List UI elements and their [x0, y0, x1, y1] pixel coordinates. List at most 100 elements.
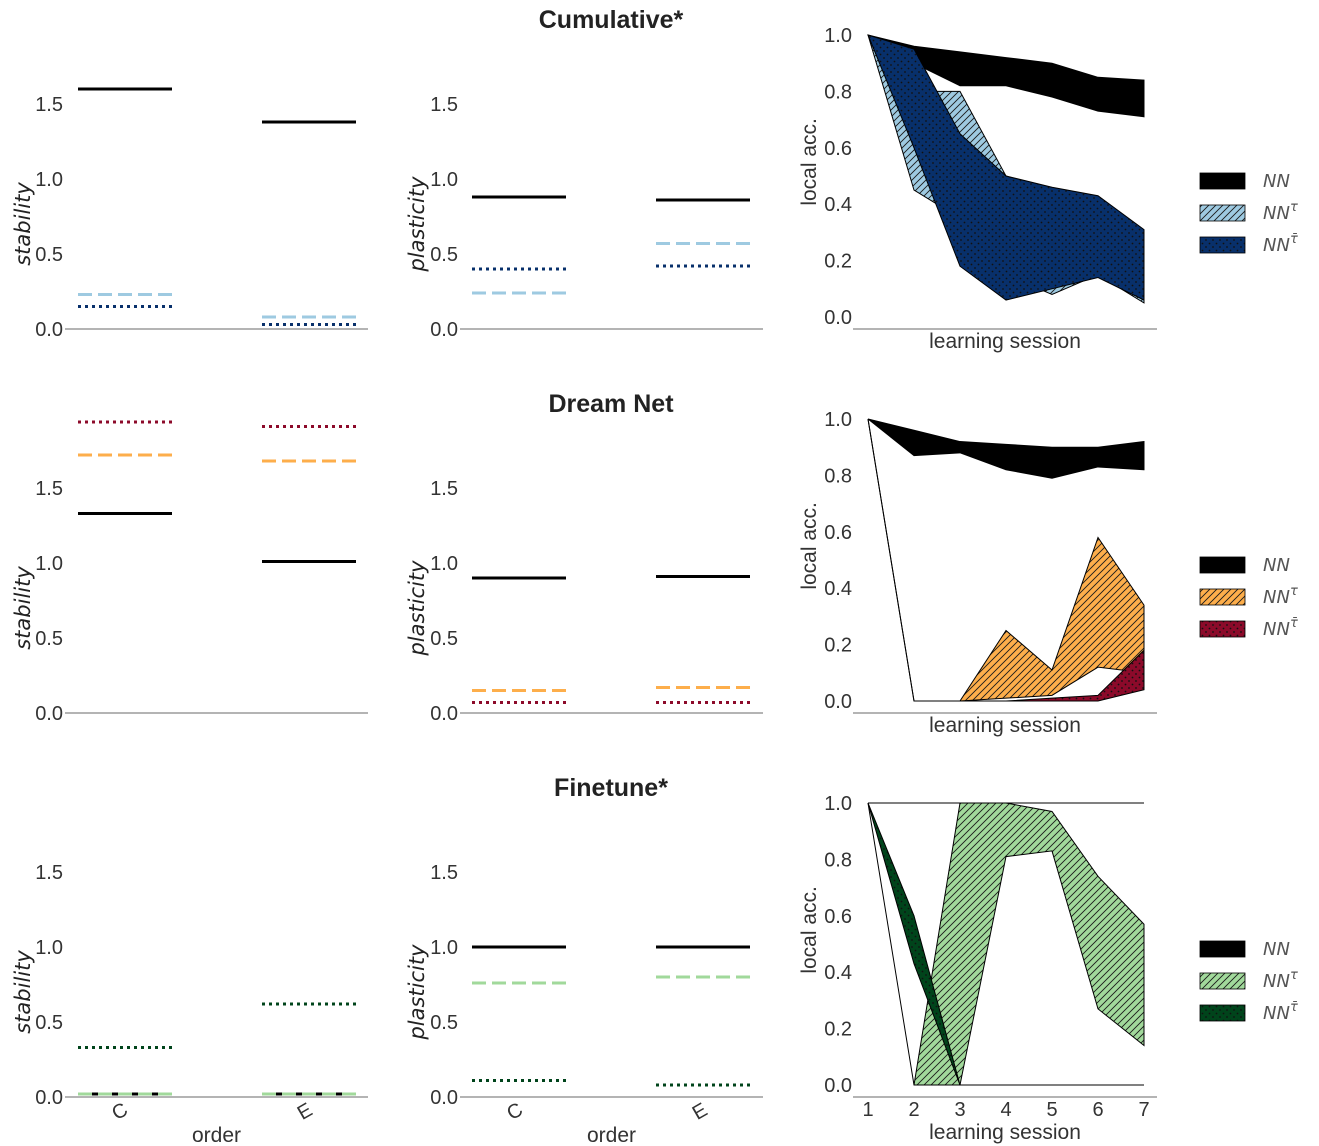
legend-row-1: NN NNτ NNτ̄ [1199, 555, 1298, 640]
y-tick-label: 1.0 [35, 553, 63, 575]
y-tick-label: 0.4 [824, 962, 852, 984]
legend-label: NN [1263, 171, 1290, 192]
legend-row-0: NN NNτ NNτ̄ [1199, 171, 1298, 256]
legend-swatch [1199, 172, 1246, 190]
y-tick-label: 1.0 [824, 793, 852, 815]
legend-label: NNτ [1263, 584, 1298, 608]
y-tick-label: 1.0 [430, 553, 458, 575]
y-tick-label: 1.0 [430, 937, 458, 959]
y-tick-label: 1.0 [824, 409, 852, 431]
legend-swatch [1199, 204, 1246, 222]
legend-label: NNτ [1263, 200, 1298, 224]
x-axis-label: learning session [929, 1121, 1081, 1144]
chart-panel-0-plasticity: 0.0 0.5 1.0 1.5 plasticity [405, 94, 763, 341]
x-tick-label: 2 [908, 1099, 919, 1121]
y-tick-label: 1.5 [35, 478, 63, 500]
y-tick-label: 0.8 [824, 81, 852, 103]
legend-row-2: NN NNτ NNτ̄ [1199, 939, 1298, 1024]
y-tick-label: 0.0 [35, 1087, 63, 1109]
x-tick-label: E [689, 1099, 712, 1125]
legend-swatch [1199, 588, 1246, 606]
x-tick-label: 4 [1000, 1099, 1011, 1121]
legend-label: NN [1263, 555, 1290, 576]
legend-label: NNτ̄ [1263, 1000, 1298, 1024]
y-tick-label: 0.0 [430, 703, 458, 725]
y-tick-label: 0.0 [824, 307, 852, 329]
y-tick-label: 0.6 [824, 138, 852, 160]
y-tick-label: 0.5 [35, 244, 63, 266]
chart-panel-0-local-accuracy: Cumulative* 0.0 0.2 0.4 0.6 0.8 1.0 local acc. l… [539, 6, 1157, 353]
series-band-NN [867, 802, 1144, 1086]
y-tick-label: 0.0 [430, 319, 458, 341]
row-title: Cumulative* [539, 6, 684, 34]
y-tick-label: 1.0 [430, 169, 458, 191]
y-tick-label: 0.4 [824, 194, 852, 216]
y-tick-label: 1.5 [430, 478, 458, 500]
x-tick-label: 6 [1092, 1099, 1103, 1121]
row-title: Finetune* [554, 774, 668, 802]
y-axis-label: local acc. [798, 118, 821, 206]
y-tick-label: 1.5 [35, 94, 63, 116]
legend-swatch [1199, 940, 1246, 958]
y-tick-label: 0.5 [430, 628, 458, 650]
legend-label: NNτ [1263, 968, 1298, 992]
y-axis-label: plasticity [405, 176, 429, 273]
series-band-NN [867, 418, 1145, 702]
y-axis-label: stability [11, 182, 35, 266]
series-band-NN [867, 34, 1145, 118]
x-tick-label: 1 [862, 1099, 873, 1121]
y-tick-label: 1.5 [35, 862, 63, 884]
x-tick-label: 5 [1046, 1099, 1057, 1121]
y-tick-label: 0.0 [35, 703, 63, 725]
legend-label: NN [1263, 939, 1290, 960]
x-tick-label: E [294, 1099, 317, 1125]
y-tick-label: 0.4 [824, 578, 852, 600]
chart-panel-1-local-accuracy: Dream Net 0.0 0.2 0.4 0.6 0.8 1.0 local acc. lea… [548, 390, 1157, 737]
legend-swatch [1199, 620, 1246, 638]
chart-panel-1-stability: 0.0 0.5 1.0 1.5 stability [11, 420, 368, 725]
x-tick-label: 3 [954, 1099, 965, 1121]
series-band-NN [867, 34, 1145, 301]
y-axis-label: local acc. [798, 886, 821, 974]
legend-swatch [1199, 236, 1246, 254]
legend-swatch [1199, 556, 1246, 574]
x-tick-label: C [503, 1099, 527, 1125]
y-axis-label: plasticity [405, 944, 429, 1041]
y-tick-label: 0.5 [430, 244, 458, 266]
y-tick-label: 1.0 [35, 937, 63, 959]
y-tick-label: 0.6 [824, 522, 852, 544]
y-tick-label: 0.5 [35, 628, 63, 650]
y-tick-label: 1.5 [430, 94, 458, 116]
chart-panel-1-plasticity: 0.0 0.5 1.0 1.5 plasticity [405, 478, 763, 725]
y-axis-label: plasticity [405, 560, 429, 657]
y-tick-label: 0.2 [824, 251, 852, 273]
y-tick-label: 1.0 [824, 25, 852, 47]
y-tick-label: 0.6 [824, 906, 852, 928]
legend-swatch [1199, 1004, 1246, 1022]
x-axis-label: learning session [929, 330, 1081, 353]
y-axis-label: stability [11, 950, 35, 1034]
y-tick-label: 0.8 [824, 849, 852, 871]
chart-panel-2-local-accuracy: Finetune* 0.0 0.2 0.4 0.6 0.8 1.0 local acc. 1 2 3… [554, 774, 1157, 1144]
y-tick-label: 1.5 [430, 862, 458, 884]
y-tick-label: 0.0 [824, 691, 852, 713]
legend-label: NNτ̄ [1263, 232, 1298, 256]
legend-label: NNτ̄ [1263, 616, 1298, 640]
y-axis-label: stability [11, 566, 35, 650]
x-axis-label: order [192, 1124, 241, 1146]
y-tick-label: 0.5 [430, 1012, 458, 1034]
series-band-NN [867, 418, 1145, 479]
x-axis-label: learning session [929, 714, 1081, 737]
y-tick-label: 0.5 [35, 1012, 63, 1034]
y-tick-label: 1.0 [35, 169, 63, 191]
y-tick-label: 0.2 [824, 635, 852, 657]
y-tick-label: 0.2 [824, 1019, 852, 1041]
x-tick-label: 7 [1138, 1099, 1149, 1121]
chart-panel-0-stability: 0.0 0.5 1.0 1.5 stability [11, 87, 368, 341]
y-tick-label: 0.8 [824, 465, 852, 487]
y-tick-label: 0.0 [430, 1087, 458, 1109]
y-axis-label: local acc. [798, 502, 821, 590]
